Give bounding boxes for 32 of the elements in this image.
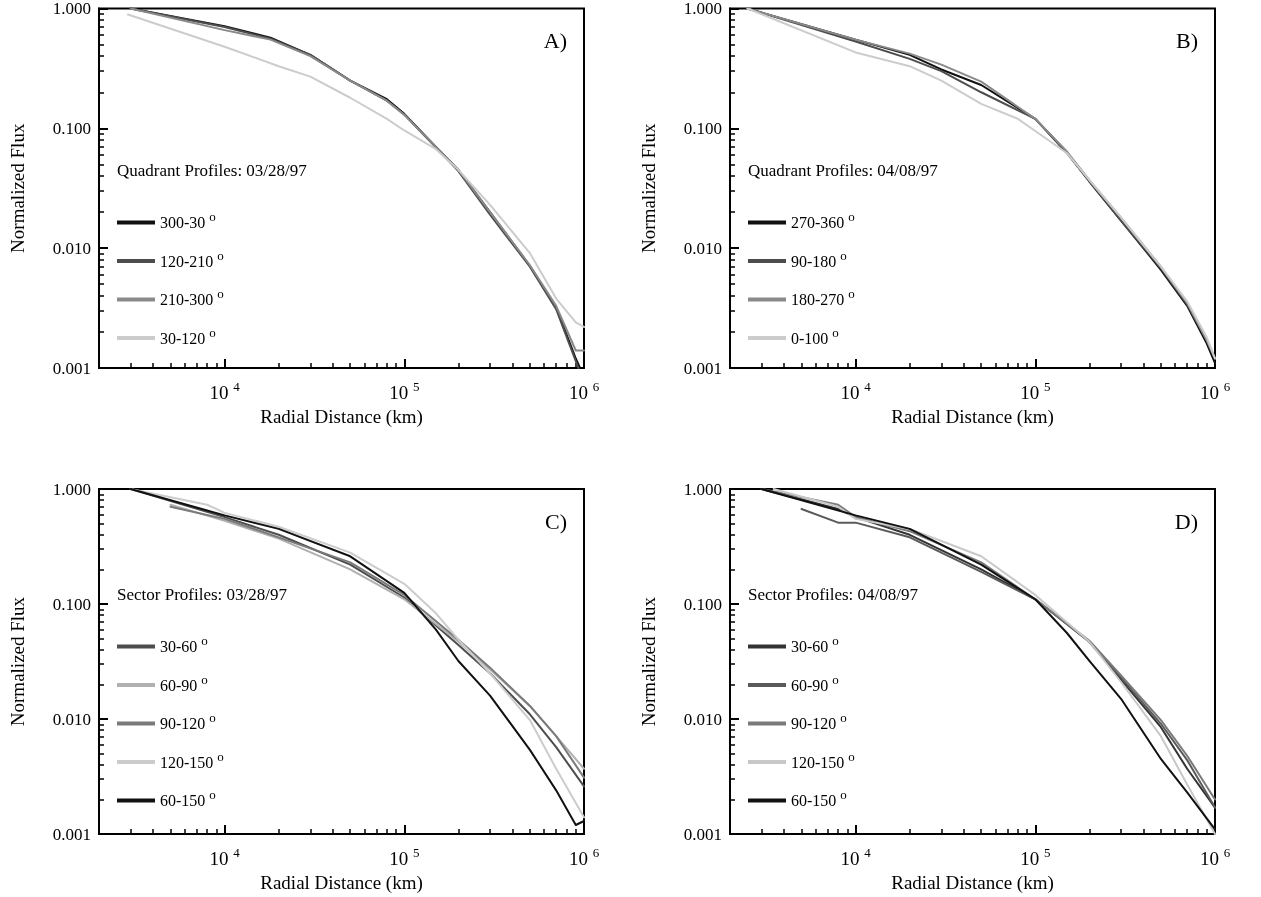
x-axis-title: Radial Distance (km): [260, 405, 423, 428]
y-tick-label: 0.100: [52, 118, 91, 138]
y-tick-label: 0.010: [52, 238, 91, 258]
annotation: A): [543, 27, 567, 53]
y-tick-label: 0.001: [52, 358, 91, 378]
y-axis-title: Normalized Flux: [7, 596, 28, 727]
legend-title: Quadrant Profiles: 03/28/97: [117, 161, 308, 180]
y-tick-label: 1.000: [52, 0, 91, 18]
y-axis-title: Normalized Flux: [638, 123, 659, 253]
y-tick-label: 0.001: [683, 358, 722, 378]
y-tick-label: 0.010: [52, 709, 91, 729]
y-tick-label: 0.001: [683, 824, 722, 844]
annotation: D): [1174, 508, 1198, 534]
annotation: B): [1176, 27, 1198, 53]
y-tick-label: 0.010: [683, 709, 722, 729]
y-tick-label: 0.100: [52, 594, 91, 614]
y-axis-title: Normalized Flux: [7, 123, 28, 253]
y-tick-label: 0.001: [52, 824, 91, 844]
x-axis-title: Radial Distance (km): [260, 872, 423, 894]
legend-title: Sector Profiles: 03/28/97: [117, 585, 288, 604]
y-tick-label: 1.000: [52, 479, 91, 499]
legend-title: Sector Profiles: 04/08/97: [748, 585, 919, 604]
y-axis-title: Normalized Flux: [638, 596, 659, 727]
x-axis-title: Radial Distance (km): [891, 872, 1054, 894]
y-tick-label: 1.000: [683, 0, 722, 18]
y-tick-label: 1.000: [683, 479, 722, 499]
y-tick-label: 0.100: [683, 118, 722, 138]
legend-title: Quadrant Profiles: 04/08/97: [748, 161, 939, 180]
annotation: C): [545, 508, 567, 534]
y-tick-label: 0.010: [683, 238, 722, 258]
x-axis-title: Radial Distance (km): [891, 405, 1054, 428]
y-tick-label: 0.100: [683, 594, 722, 614]
